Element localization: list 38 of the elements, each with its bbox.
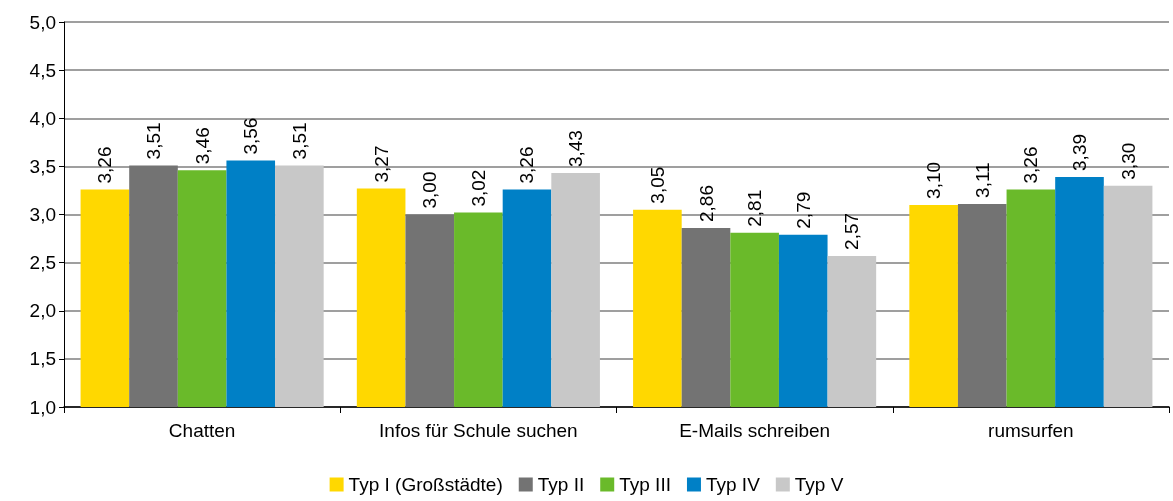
data-label: 3,43 bbox=[565, 130, 587, 168]
y-tick-label: 1,0 bbox=[29, 396, 56, 418]
data-label: 2,81 bbox=[744, 189, 766, 227]
data-label: 3,30 bbox=[1117, 142, 1139, 180]
legend-label: Typ I (Großstädte) bbox=[348, 474, 503, 495]
data-label: 3,00 bbox=[419, 171, 441, 209]
data-label: 3,10 bbox=[923, 161, 945, 199]
y-tick-label: 4,0 bbox=[29, 107, 56, 129]
y-tick-label: 1,5 bbox=[29, 348, 56, 370]
x-tick-label: rumsurfen bbox=[988, 420, 1074, 441]
data-label: 3,51 bbox=[143, 122, 165, 160]
data-label: 3,46 bbox=[191, 127, 213, 165]
y-tick-label: 2,5 bbox=[29, 252, 56, 274]
y-tick-label: 4,5 bbox=[29, 59, 56, 81]
y-tick-label: 2,0 bbox=[29, 300, 56, 322]
y-tick-label: 5,0 bbox=[29, 11, 56, 33]
data-label: 3,26 bbox=[1020, 146, 1042, 184]
data-label: 3,27 bbox=[370, 145, 392, 183]
x-tick-label: Infos für Schule suchen bbox=[379, 420, 578, 441]
data-label: 3,11 bbox=[971, 162, 993, 198]
legend-label: Typ II bbox=[537, 474, 585, 495]
data-label: 3,39 bbox=[1068, 133, 1090, 171]
data-label: 3,02 bbox=[467, 169, 489, 207]
data-label: 3,51 bbox=[288, 122, 310, 160]
data-label: 2,86 bbox=[695, 184, 717, 222]
x-tick-label: Chatten bbox=[168, 420, 236, 441]
data-label: 3,26 bbox=[94, 146, 116, 184]
data-label: 2,79 bbox=[792, 191, 814, 229]
data-label: 3,26 bbox=[516, 146, 538, 184]
data-label: 2,57 bbox=[841, 212, 863, 250]
legend-label: Typ V bbox=[794, 474, 844, 495]
x-tick-label: E-Mails schreiben bbox=[679, 420, 831, 441]
data-label: 3,05 bbox=[646, 166, 668, 204]
legend-label: Typ IV bbox=[705, 474, 761, 495]
data-label: 3,56 bbox=[240, 117, 262, 155]
y-tick-label: 3,5 bbox=[29, 155, 56, 177]
y-tick-label: 3,0 bbox=[29, 204, 56, 225]
legend-label: Typ III bbox=[619, 474, 671, 495]
